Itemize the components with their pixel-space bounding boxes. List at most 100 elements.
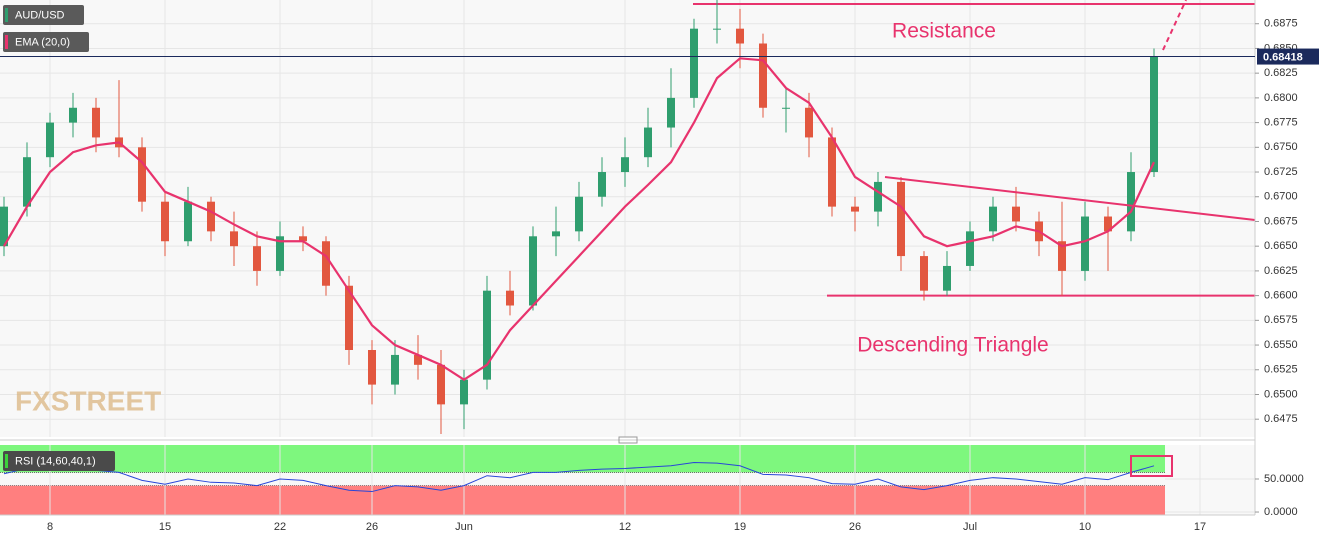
y-tick-label: 0.6875 [1264,18,1298,30]
candle-body [575,196,583,232]
candle-body [897,181,905,257]
annotation: Descending Triangle [857,334,1048,357]
candle-body [943,265,951,291]
candle-body [690,28,698,98]
candle-body [92,107,100,138]
y-tick-label: 0.6500 [1264,388,1298,400]
candle-body [828,137,836,207]
candle-body [1012,206,1020,222]
oversold-zone [0,485,1165,515]
x-tick-label: Jun [455,521,473,533]
y-tick-label: 0.6625 [1264,265,1298,277]
x-tick-label: Jul [963,521,977,533]
candle-body [0,206,8,247]
rsi-badge[interactable] [3,451,115,471]
last-price-label: 0.68418 [1263,51,1303,63]
candle-body [299,236,307,242]
x-tick-label: 15 [159,521,171,533]
candle-body [713,28,721,30]
trendline [884,176,1256,221]
symbol-label: AUD/USD [15,9,65,21]
rsi-label: RSI (14,60,40,1) [15,455,96,467]
candle-body [598,172,606,197]
candle-body [138,147,146,202]
y-tick-label: 0.6725 [1264,166,1298,178]
candle-body [46,122,54,158]
candle-body [207,201,215,232]
overbought-zone [0,445,1165,473]
candle-body [759,43,767,108]
x-tick-label: 19 [734,521,746,533]
x-tick-label: 8 [47,521,53,533]
annotation: Resistance [892,20,996,43]
candle-body [851,206,859,212]
y-tick-label: 0.6600 [1264,290,1298,302]
candle-body [966,231,974,266]
candle-body [322,241,330,286]
x-tick-label: 26 [849,521,861,533]
x-tick-label: 22 [274,521,286,533]
candle-body [644,127,652,158]
rsi-highlight [1130,455,1173,477]
candle-body [276,236,284,271]
candle-body [989,206,997,232]
candle-body [483,290,491,380]
y-tick-label: 0.0000 [1264,506,1298,518]
candle-body [345,285,353,350]
candle-body [1058,241,1066,271]
candle-body [253,246,261,271]
y-tick-label: 0.6675 [1264,215,1298,227]
y-tick-label: 0.6825 [1264,67,1298,79]
candle-body [621,157,629,173]
candle-body [529,236,537,306]
indicator-label: EMA (20,0) [15,36,70,48]
symbol-marker [5,8,8,22]
watermark: FXSTREET [15,385,161,416]
rsi-marker [5,454,8,468]
x-tick-label: 12 [619,521,631,533]
candle-body [1127,172,1135,232]
candle-body [230,231,238,247]
series-line [3,57,1155,381]
candle-body [667,97,675,128]
candle-body [23,157,31,207]
candle-body [1081,216,1089,271]
candle-body [161,201,169,242]
indicator-marker [5,35,8,49]
y-tick-label: 0.6800 [1264,92,1298,104]
y-tick-label: 0.6650 [1264,240,1298,252]
series-line [3,461,1155,493]
y-tick-label: 0.6575 [1264,314,1298,326]
candle-body [874,181,882,212]
indicator-badge[interactable] [3,32,89,52]
projection-line [1162,0,1187,51]
candle-body [460,379,468,405]
resize-handle[interactable] [618,436,638,444]
x-tick-label: 17 [1194,521,1206,533]
candle-body [782,107,790,109]
x-tick-label: 10 [1079,521,1091,533]
y-tick-label: 0.6750 [1264,141,1298,153]
candle-body [414,354,422,365]
y-tick-label: 0.6550 [1264,339,1298,351]
candle-body [368,349,376,385]
candle-body [736,28,744,44]
y-tick-label: 0.6475 [1264,413,1298,425]
candle-body [920,256,928,291]
candle-body [1150,56,1158,173]
y-tick-label: 0.6700 [1264,191,1298,203]
x-tick-label: 26 [366,521,378,533]
candle-body [184,201,192,242]
candle-body [437,364,445,405]
last-price-box [1257,48,1319,65]
candle-body [805,107,813,138]
symbol-badge[interactable] [3,5,84,25]
candle-body [506,290,514,306]
candle-body [391,354,399,385]
y-tick-label: 50.0000 [1264,473,1304,485]
y-tick-label: 0.6775 [1264,117,1298,129]
candle-body [1104,216,1112,232]
y-tick-label: 0.6525 [1264,364,1298,376]
candle-body [552,231,560,237]
